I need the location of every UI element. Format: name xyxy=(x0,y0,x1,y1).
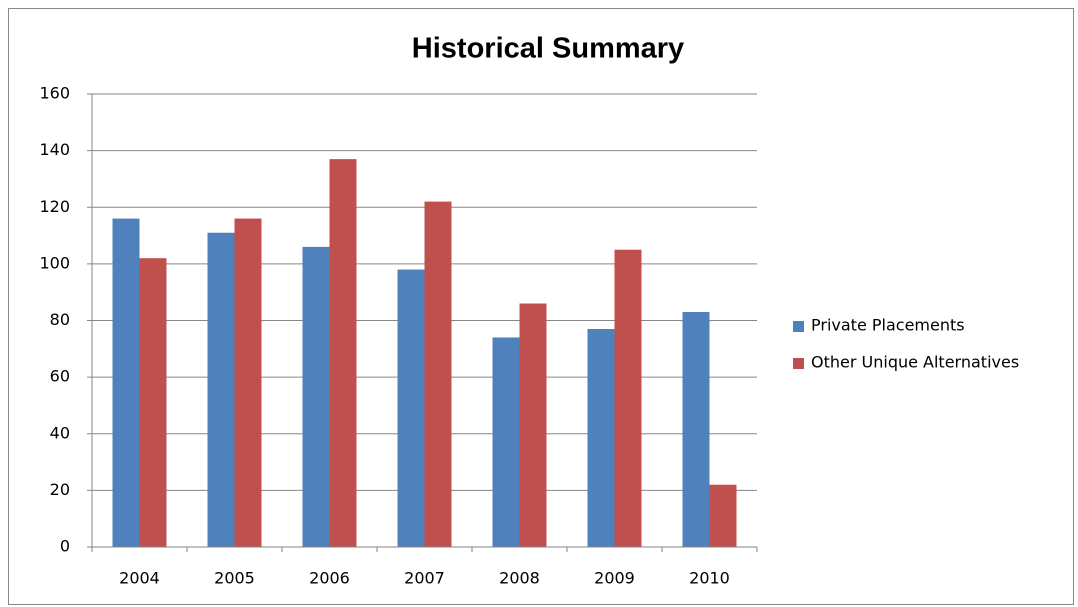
x-tick-label: 2007 xyxy=(404,569,445,588)
legend-swatch xyxy=(793,321,804,332)
bar xyxy=(682,312,710,547)
bar xyxy=(424,201,452,547)
x-tick-label: 2008 xyxy=(499,569,540,588)
y-tick-label: 120 xyxy=(39,197,70,216)
bar xyxy=(302,246,330,547)
bar xyxy=(587,328,615,547)
bar xyxy=(397,269,425,547)
x-tick-label: 2004 xyxy=(119,569,160,588)
bar xyxy=(139,258,167,547)
y-tick-label: 60 xyxy=(50,367,70,386)
x-tick-label: 2010 xyxy=(689,569,730,588)
x-tick-label: 2006 xyxy=(309,569,350,588)
bar xyxy=(614,249,642,547)
y-tick-label: 160 xyxy=(39,84,70,103)
bar xyxy=(492,337,520,547)
bar xyxy=(112,218,140,547)
y-tick-label: 140 xyxy=(39,140,70,159)
y-tick-label: 80 xyxy=(50,310,70,329)
legend-label: Private Placements xyxy=(811,316,965,335)
y-tick-label: 100 xyxy=(39,253,70,272)
y-tick-label: 40 xyxy=(50,423,70,442)
y-tick-label: 20 xyxy=(50,480,70,499)
x-tick-label: 2005 xyxy=(214,569,255,588)
bar xyxy=(519,303,547,547)
x-tick-label: 2009 xyxy=(594,569,635,588)
chart-title: Historical Summary xyxy=(412,33,684,65)
legend-label: Other Unique Alternatives xyxy=(811,353,1019,372)
bar xyxy=(709,484,737,547)
bar xyxy=(234,218,262,547)
bar xyxy=(329,159,357,547)
y-tick-label: 0 xyxy=(60,537,70,556)
bar xyxy=(207,232,235,547)
legend-swatch xyxy=(793,358,804,369)
